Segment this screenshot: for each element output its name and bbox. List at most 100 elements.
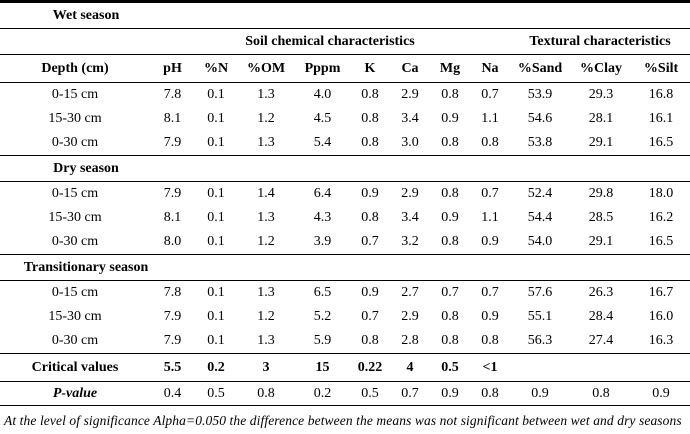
data-cell: 0.1 <box>207 111 225 126</box>
data-cell: 1.2 <box>257 111 275 126</box>
data-cell: 29.8 <box>588 186 614 201</box>
data-cell: 0.9 <box>632 381 690 406</box>
data-cell <box>510 353 570 382</box>
column-header-silt: %Silt <box>632 54 690 83</box>
season-label-dry-season: Dry season <box>53 160 119 176</box>
data-cell: 54.4 <box>527 210 553 225</box>
table-row-dry-season-0-30-cm: 0-30 cm 8.0 0.1 1.2 3.9 0.7 3.2 0.8 0.9 54.0 29.1 1… <box>0 230 690 255</box>
group-header-chemical: Soil chemical characteristics <box>150 28 510 55</box>
data-cell: 7.9 <box>163 135 182 150</box>
data-cell: 29.3 <box>588 87 614 102</box>
data-cell: 7.9 <box>163 309 182 324</box>
data-cell: 7.9 <box>163 186 182 201</box>
data-cell: 56.3 <box>527 333 553 348</box>
data-cell: 16.5 <box>648 135 674 150</box>
data-cell: 0.1 <box>207 333 225 348</box>
data-cell: 28.1 <box>588 111 614 126</box>
data-cell: <1 <box>470 353 510 382</box>
data-cell: 1.1 <box>481 111 499 126</box>
data-cell: 3.4 <box>401 111 419 126</box>
row-label-cell: P-value <box>0 381 150 406</box>
data-cell: 28.5 <box>588 210 614 225</box>
data-cell: 2.9 <box>401 186 419 201</box>
data-cell: 0.8 <box>481 333 499 348</box>
data-cell: 0.1 <box>207 234 225 249</box>
data-cell: 0.7 <box>390 381 430 406</box>
data-cell: 5.4 <box>313 135 332 150</box>
data-cell: 0.7 <box>361 309 379 324</box>
data-cell <box>570 353 632 382</box>
data-cell: 1.3 <box>257 210 275 225</box>
row-label-cell: Critical values <box>0 353 150 382</box>
data-cell: 5.9 <box>313 333 332 348</box>
data-cell: 1.3 <box>257 333 275 348</box>
row-label-cell: 0-15 cm <box>51 285 99 300</box>
data-cell: 57.6 <box>527 285 553 300</box>
data-cell: 53.9 <box>527 87 553 102</box>
group-header-textural: Textural characteristics <box>510 28 690 55</box>
data-cell: 0.4 <box>150 381 195 406</box>
data-cell: 0.9 <box>441 210 459 225</box>
data-cell: 0.1 <box>207 309 225 324</box>
data-cell: 0.8 <box>361 333 379 348</box>
data-cell: 2.7 <box>401 285 419 300</box>
table-row-transitionary-season-0-15-cm: 0-15 cm 7.8 0.1 1.3 6.5 0.9 2.7 0.7 0.7 57.6 26.3 1… <box>0 281 690 306</box>
data-cell: 1.1 <box>481 210 499 225</box>
data-cell: 0.1 <box>207 135 225 150</box>
data-cell: 0.8 <box>361 135 379 150</box>
row-label-cell: 15-30 cm <box>48 309 102 324</box>
data-cell <box>632 353 690 382</box>
data-cell: 3.2 <box>401 234 419 249</box>
p-value-row: P-value 0.4 0.5 0.8 0.2 0.5 0.7 0.9 0.8 0.9 0.8 0.9 <box>0 381 690 406</box>
data-cell: 6.4 <box>313 186 332 201</box>
data-cell: 0.8 <box>361 210 379 225</box>
data-cell: 0.1 <box>207 285 225 300</box>
column-header-ca: Ca <box>390 54 430 83</box>
table-row-wet-season-15-30-cm: 15-30 cm 8.1 0.1 1.2 4.5 0.8 3.4 0.9 1.1 54.6 28.1… <box>0 107 690 131</box>
data-cell: 0.8 <box>441 135 459 150</box>
data-cell: 54.6 <box>527 111 553 126</box>
data-cell: 6.5 <box>313 285 332 300</box>
data-cell: 0.8 <box>441 186 459 201</box>
data-cell: 0.5 <box>195 381 237 406</box>
row-label-cell: 15-30 cm <box>48 210 102 225</box>
data-cell: 27.4 <box>588 333 614 348</box>
season-cell: Dry season <box>0 155 690 182</box>
data-cell: 2.9 <box>401 309 419 324</box>
season-row-dry-season: Dry season <box>0 155 690 182</box>
column-header-k: K <box>350 54 390 83</box>
group-header-spacer <box>0 28 150 55</box>
data-cell: 1.2 <box>257 234 275 249</box>
data-cell: 5.5 <box>150 353 195 382</box>
data-cell: 16.5 <box>648 234 674 249</box>
data-cell: 4.3 <box>313 210 332 225</box>
data-cell: 54.0 <box>527 234 553 249</box>
season-label-transitionary-season: Transitionary season <box>23 259 149 275</box>
data-cell: 16.3 <box>648 333 674 348</box>
data-cell: 4 <box>390 353 430 382</box>
data-cell: 0.1 <box>207 210 225 225</box>
data-cell: 0.9 <box>510 381 570 406</box>
row-label-cell: 0-30 cm <box>51 333 99 348</box>
data-cell: 15 <box>295 353 350 382</box>
data-cell: 1.2 <box>257 309 275 324</box>
data-cell: 1.3 <box>257 87 275 102</box>
data-cell: 29.1 <box>588 135 614 150</box>
table-row-transitionary-season-15-30-cm: 15-30 cm 7.9 0.1 1.2 5.2 0.7 2.9 0.8 0.9 55.1 28.4… <box>0 305 690 329</box>
table-head: Wet season Soil chemical characteristics… <box>0 1 690 83</box>
data-cell: 4.0 <box>313 87 332 102</box>
data-cell: 1.3 <box>257 285 275 300</box>
data-cell: 3.4 <box>401 210 419 225</box>
season-row-wet: Wet season <box>0 1 690 29</box>
data-cell: 0.9 <box>430 381 470 406</box>
data-cell: 16.7 <box>648 285 674 300</box>
column-header-ph: pH <box>150 54 195 83</box>
table-row-wet-season-0-30-cm: 0-30 cm 7.9 0.1 1.3 5.4 0.8 3.0 0.8 0.8 53.8 29.1 1… <box>0 131 690 156</box>
data-cell: 5.2 <box>313 309 332 324</box>
data-cell: 0.8 <box>470 381 510 406</box>
data-cell: 4.5 <box>313 111 332 126</box>
row-label-cell: 15-30 cm <box>48 111 102 126</box>
data-cell: 0.8 <box>441 333 459 348</box>
data-cell: 0.8 <box>570 381 632 406</box>
